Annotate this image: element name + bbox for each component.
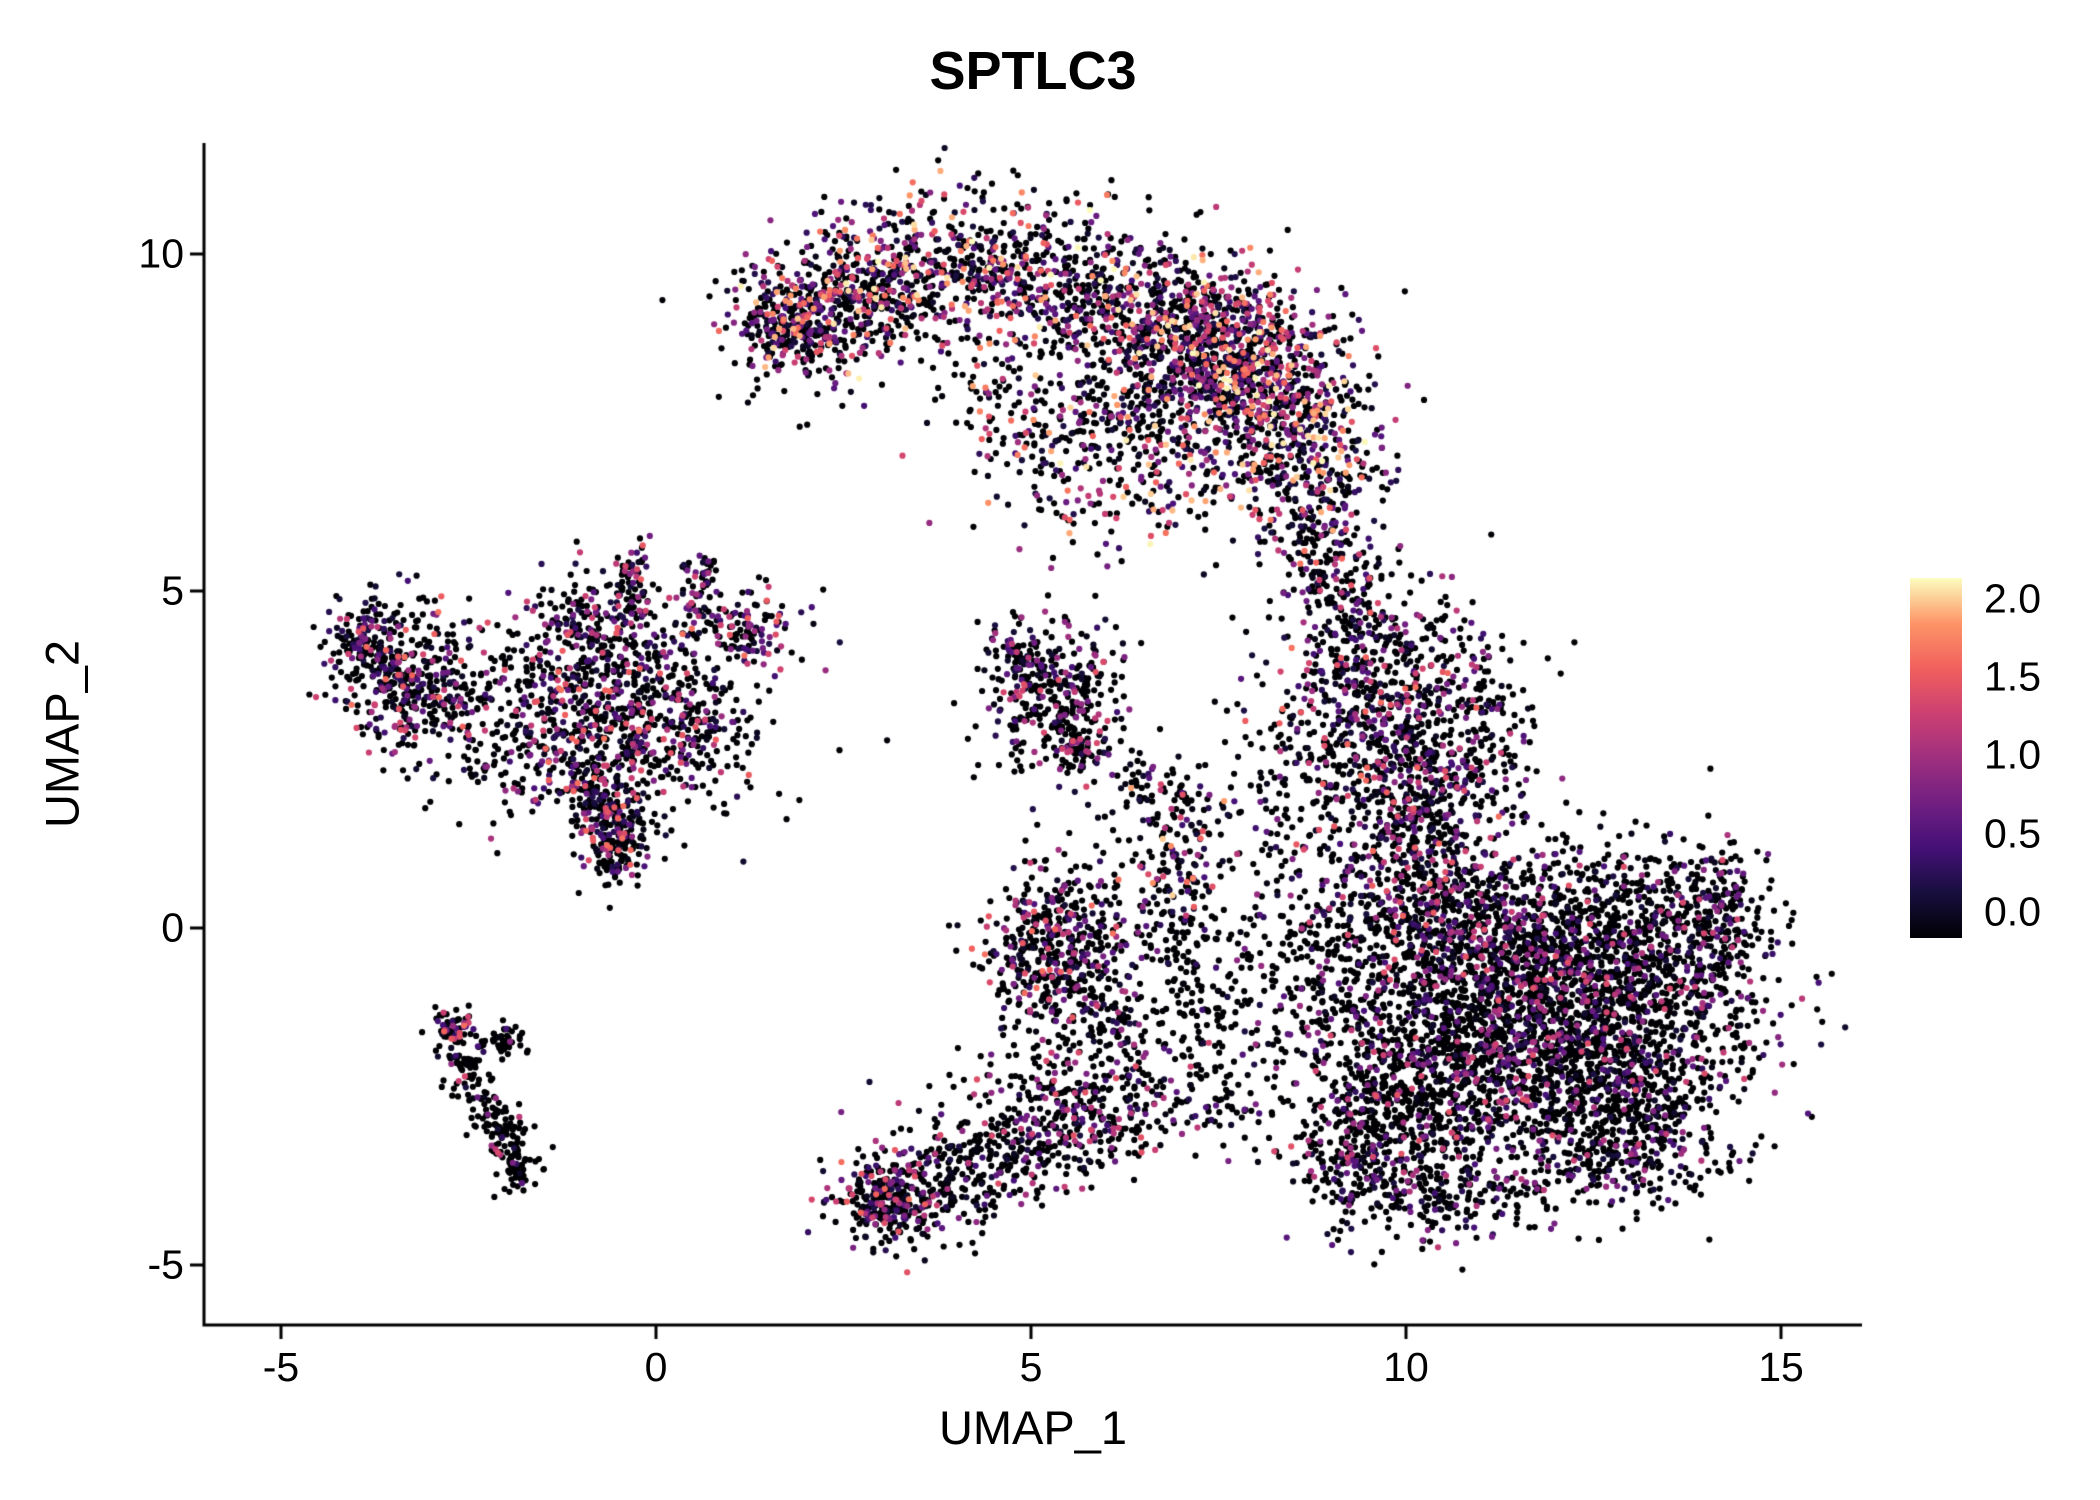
y-tick-label: -5	[147, 1241, 184, 1288]
x-tick-label: -5	[262, 1344, 300, 1390]
x-tick-label: 10	[1383, 1344, 1429, 1390]
colorbar-tick-label: 1.5	[1984, 653, 2041, 700]
colorbar-tick-label: 0.0	[1984, 888, 2041, 935]
x-tick-label: 5	[1019, 1344, 1043, 1390]
x-axis-label: UMAP_1	[938, 1401, 1128, 1454]
colorbar-tick-label: 2.0	[1984, 575, 2041, 622]
x-tick-label: 0	[644, 1344, 668, 1390]
y-tick-label: 0	[161, 904, 184, 951]
colorbar-legend: 2.0 1.5 1.0 0.5 0.0	[1910, 575, 2041, 938]
y-tick-label: 10	[138, 230, 184, 277]
x-tick-label: 15	[1758, 1344, 1804, 1390]
colorbar-tick-label: 1.0	[1984, 731, 2041, 778]
y-axis-label: UMAP_2	[35, 639, 89, 829]
plot-title: SPTLC3	[929, 41, 1137, 101]
colorbar-gradient	[1910, 578, 1962, 938]
y-tick-label: 5	[161, 567, 184, 614]
colorbar-tick-label: 0.5	[1984, 810, 2041, 857]
